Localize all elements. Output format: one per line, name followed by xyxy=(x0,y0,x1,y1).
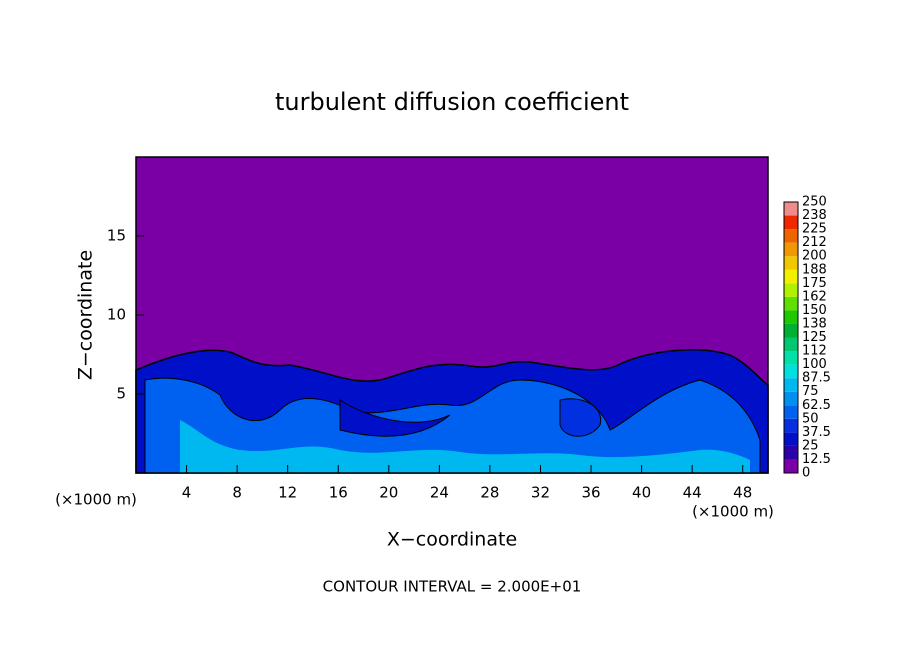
x-tick-label: 16 xyxy=(329,484,348,502)
colorbar-label: 87.5 xyxy=(802,371,831,386)
field xyxy=(135,349,769,474)
colorbar-band xyxy=(784,432,798,446)
x-tick-label: 32 xyxy=(531,484,550,502)
colorbar-band xyxy=(784,323,798,338)
x-tick-label: 36 xyxy=(581,484,600,502)
x-tick-label: 4 xyxy=(182,484,192,502)
colorbar-band xyxy=(784,459,798,473)
x-tick-label: 12 xyxy=(278,484,297,502)
x-tick-label: 8 xyxy=(232,484,242,502)
colorbar-band xyxy=(784,391,798,406)
colorbar-label: 212 xyxy=(802,235,827,250)
colorbar-label: 162 xyxy=(802,289,827,304)
colorbar-band xyxy=(784,405,798,419)
colorbar-band xyxy=(784,256,798,270)
y-axis-label: Z−coordinate xyxy=(75,250,97,380)
field-region xyxy=(180,420,750,473)
x-axis-label: X−coordinate xyxy=(387,529,517,551)
field-region xyxy=(559,398,602,437)
colorbar-label: 188 xyxy=(802,262,827,277)
colorbar-band xyxy=(784,229,798,243)
colorbar-label: 250 xyxy=(802,195,827,210)
footnote: CONTOUR INTERVAL = 2.000E+01 xyxy=(323,578,582,596)
colorbar-label: 0 xyxy=(802,466,810,481)
x-tick-label: 44 xyxy=(683,484,702,502)
colorbar-label: 138 xyxy=(802,316,827,331)
colorbar-label: 37.5 xyxy=(802,425,831,440)
colorbar-label: 25 xyxy=(802,438,819,453)
colorbar-band xyxy=(784,202,798,216)
colorbar-band xyxy=(784,445,798,460)
colorbar-band xyxy=(784,364,798,379)
colorbar-band xyxy=(784,242,798,257)
colorbar-label: 112 xyxy=(802,344,827,359)
colorbar-band xyxy=(784,296,798,311)
field-region xyxy=(339,399,451,437)
colorbar-band xyxy=(784,269,798,284)
y-tick-label: 10 xyxy=(107,306,126,324)
colorbar-label: 175 xyxy=(802,276,827,291)
colorbar-label: 75 xyxy=(802,384,819,399)
colorbar-label: 238 xyxy=(802,208,827,223)
x-tick-label: 40 xyxy=(632,484,651,502)
colorbar-band xyxy=(784,418,798,433)
x-tick-label: 48 xyxy=(733,484,752,502)
colorbar-band xyxy=(784,283,798,297)
colorbar-band xyxy=(784,351,798,365)
colorbar-band xyxy=(784,215,798,230)
x-unit-label: (×1000 m) xyxy=(692,503,774,521)
colorbar-band xyxy=(784,310,798,324)
x-tick-label: 28 xyxy=(480,484,499,502)
colorbar-label: 150 xyxy=(802,303,827,318)
colorbar-band xyxy=(784,378,798,392)
colorbar-band xyxy=(784,337,798,352)
chart-title: turbulent diffusion coefficient xyxy=(275,88,629,116)
colorbar-label: 200 xyxy=(802,249,827,264)
x-tick-label: 20 xyxy=(379,484,398,502)
colorbar-frame xyxy=(783,201,799,474)
colorbar-label: 100 xyxy=(802,357,827,372)
colorbar-label: 62.5 xyxy=(802,398,831,413)
colorbar-label: 12.5 xyxy=(802,452,831,467)
y-tick-label: 5 xyxy=(116,385,126,403)
colorbar-label: 125 xyxy=(802,330,827,345)
colorbar-label: 50 xyxy=(802,411,819,426)
colorbar-label: 225 xyxy=(802,222,827,237)
x-tick-label: 24 xyxy=(430,484,449,502)
y-tick-label: 15 xyxy=(107,227,126,245)
y-unit-label: (×1000 m) xyxy=(55,491,137,509)
